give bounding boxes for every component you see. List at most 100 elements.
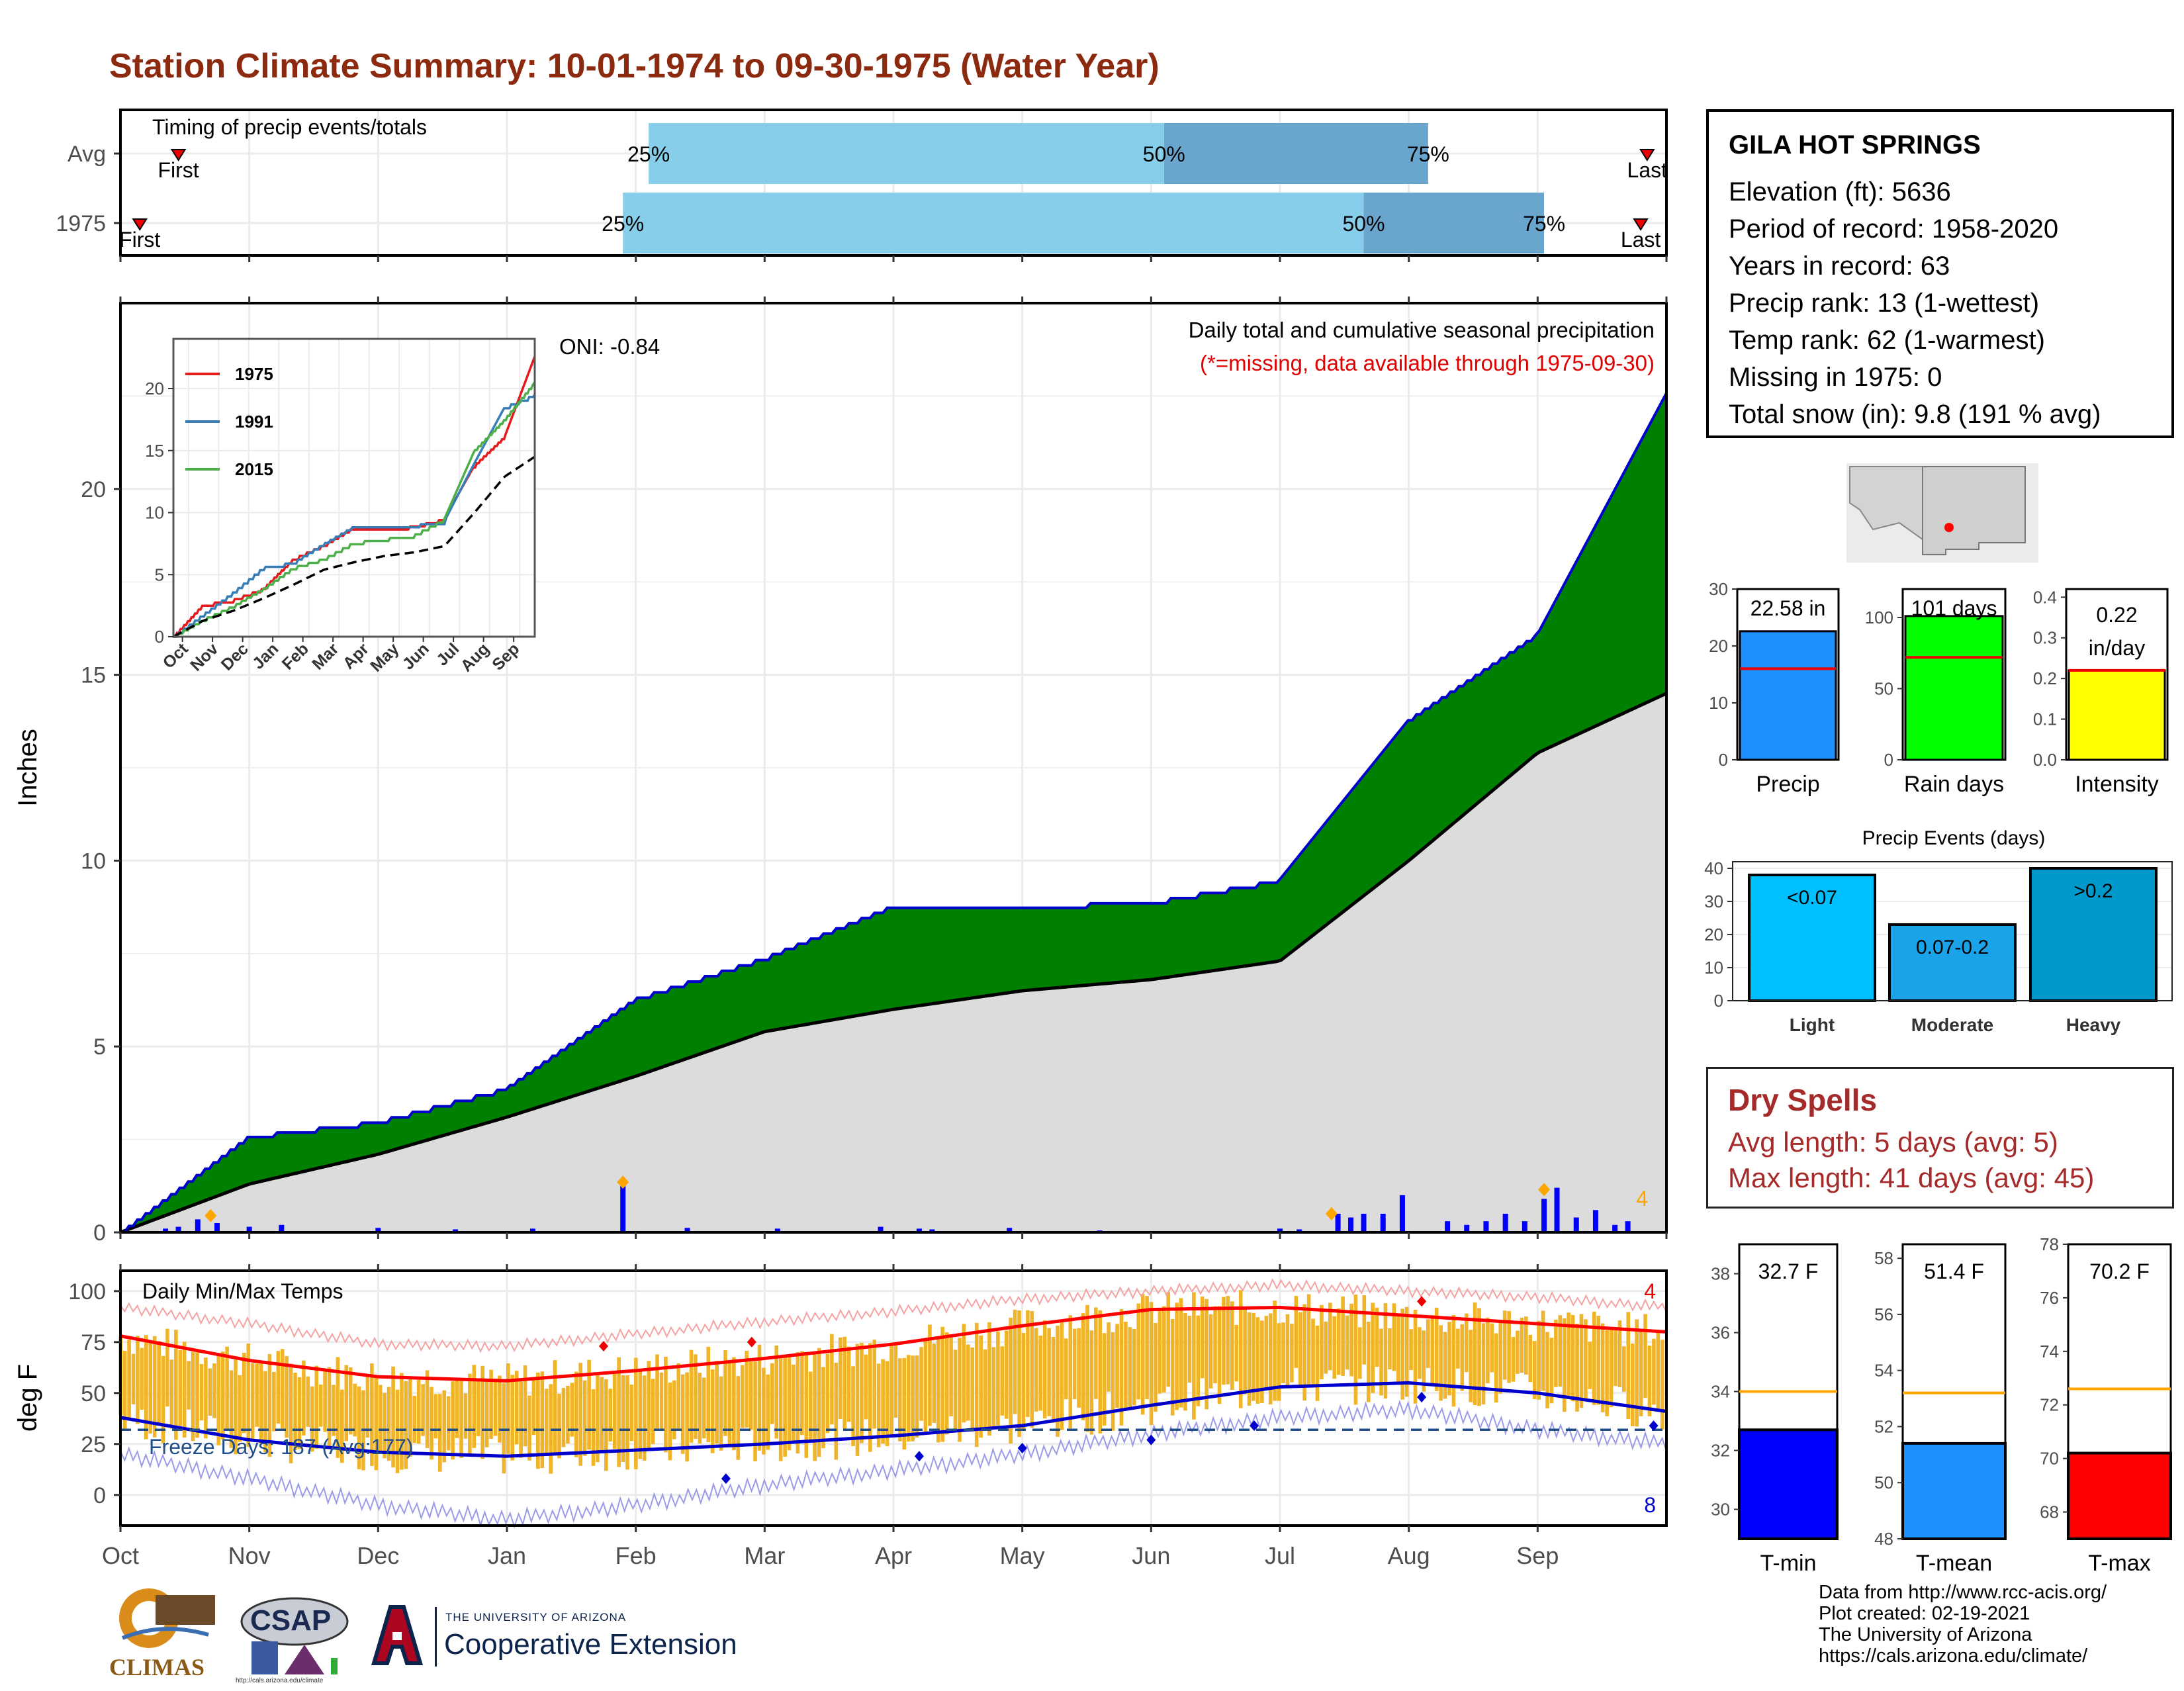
daily-temp-bar bbox=[430, 1387, 433, 1460]
record-high-marker-icon bbox=[599, 1340, 608, 1351]
daily-temp-bar bbox=[433, 1394, 438, 1439]
normal-max-line bbox=[120, 1306, 1667, 1383]
daily-temp-bar bbox=[510, 1375, 515, 1461]
daily-temp-bar bbox=[893, 1342, 898, 1418]
daily-temp-bar bbox=[958, 1338, 962, 1442]
daily-temp-bar bbox=[574, 1371, 578, 1457]
daily-temp-bar bbox=[881, 1359, 885, 1444]
daily-temp-bar bbox=[787, 1356, 792, 1451]
daily-temp-bar bbox=[1077, 1328, 1081, 1408]
daily-temp-bar bbox=[365, 1374, 370, 1438]
daily-temp-bar bbox=[157, 1341, 161, 1425]
inset-y-tick-label: 5 bbox=[155, 565, 164, 584]
daily-temp-bar bbox=[1584, 1319, 1588, 1398]
daily-temp-bar bbox=[1341, 1296, 1345, 1376]
daily-temp-bar bbox=[1255, 1317, 1260, 1404]
daily-temp-bar bbox=[1396, 1316, 1400, 1382]
daily-temp-bar bbox=[502, 1383, 506, 1474]
daily-temp-bar bbox=[770, 1363, 774, 1424]
daily-precip-bar bbox=[1625, 1221, 1631, 1232]
daily-temp-bar bbox=[591, 1389, 596, 1466]
daily-temp-bar bbox=[1473, 1302, 1477, 1405]
station-elevation: Elevation (ft): 5636 bbox=[1729, 177, 1951, 206]
daily-temp-bar bbox=[140, 1348, 144, 1410]
daily-temp-bar bbox=[745, 1350, 749, 1428]
daily-temp-bar bbox=[915, 1355, 919, 1438]
station-info-box: GILA HOT SPRINGS Elevation (ft): 5636 Pe… bbox=[1706, 109, 2174, 438]
daily-precip-bar bbox=[1483, 1221, 1489, 1232]
daily-temp-bar bbox=[1430, 1314, 1435, 1385]
daily-temp-bar bbox=[1320, 1304, 1324, 1380]
daily-temp-bar bbox=[710, 1369, 715, 1453]
daily-temp-bar bbox=[199, 1363, 204, 1421]
daily-temp-bar bbox=[165, 1328, 169, 1407]
daily-temp-bar bbox=[608, 1389, 613, 1441]
summary-y-tick-label: 0.4 bbox=[2033, 587, 2057, 607]
summary-y-tick-label: 30 bbox=[1709, 579, 1728, 599]
timing-bar-25-50 bbox=[649, 123, 1164, 184]
daily-temp-bar bbox=[753, 1361, 757, 1461]
daily-temp-bar bbox=[804, 1353, 809, 1458]
temp-summary-label: T-max bbox=[2088, 1551, 2150, 1576]
temp-summary-y-tick-label: 50 bbox=[1874, 1473, 1893, 1492]
daily-temp-bar bbox=[1145, 1296, 1149, 1400]
daily-temp-bar bbox=[578, 1363, 583, 1466]
daily-temp-bar bbox=[566, 1385, 570, 1444]
daily-temp-bar bbox=[1311, 1318, 1315, 1387]
daily-temp-bar bbox=[459, 1378, 463, 1458]
daily-temp-bar bbox=[1038, 1335, 1043, 1411]
last-marker-icon bbox=[1639, 149, 1655, 161]
daily-temp-bar bbox=[1469, 1330, 1473, 1402]
daily-temp-bar bbox=[332, 1385, 336, 1436]
daily-temp-bar bbox=[1502, 1310, 1507, 1380]
daily-temp-bar bbox=[463, 1393, 468, 1439]
timing-last-label: Last bbox=[1621, 228, 1661, 251]
daily-temp-bar bbox=[446, 1396, 451, 1451]
daily-temp-bar bbox=[225, 1346, 229, 1430]
daily-temp-bar bbox=[715, 1361, 719, 1444]
daily-temp-bar bbox=[923, 1341, 928, 1433]
month-tick-label: Aug bbox=[1388, 1542, 1430, 1569]
daily-temp-bar bbox=[778, 1355, 783, 1461]
daily-temp-bar bbox=[1085, 1304, 1089, 1432]
daily-temp-bar bbox=[1017, 1310, 1021, 1438]
temp-summary-y-tick-label: 30 bbox=[1711, 1500, 1730, 1520]
event-bar-label: 0.07-0.2 bbox=[1916, 937, 1989, 958]
temp-y-tick-label: 0 bbox=[93, 1483, 106, 1508]
daily-precip-bar bbox=[1522, 1221, 1527, 1232]
daily-temp-bar bbox=[263, 1371, 267, 1453]
ua-logo: THE UNIVERSITY OF ARIZONA Cooperative Ex… bbox=[361, 1600, 745, 1673]
temp-summary-value: 70.2 F bbox=[2089, 1259, 2150, 1283]
daily-temp-bar bbox=[310, 1386, 314, 1452]
daily-temp-bar bbox=[1643, 1314, 1647, 1398]
daily-temp-bar bbox=[600, 1377, 604, 1451]
daily-temp-bar bbox=[974, 1322, 979, 1447]
ua-a-icon bbox=[371, 1605, 424, 1665]
timing-bar-50-75 bbox=[1163, 123, 1428, 184]
daily-temp-bar bbox=[685, 1372, 689, 1462]
daily-temp-bar bbox=[1439, 1325, 1443, 1401]
daily-temp-bar bbox=[1226, 1296, 1230, 1385]
daily-temp-bar bbox=[122, 1351, 127, 1429]
daily-temp-bar bbox=[911, 1355, 915, 1441]
daily-temp-bar bbox=[1273, 1301, 1277, 1401]
daily-temp-bar bbox=[220, 1351, 225, 1440]
daily-temp-bar bbox=[391, 1366, 395, 1468]
daily-temp-bar bbox=[1328, 1303, 1332, 1371]
daily-temp-bar bbox=[582, 1380, 587, 1456]
daily-temp-bar bbox=[732, 1357, 736, 1451]
month-tick-label: Jan bbox=[488, 1542, 526, 1569]
daily-temp-bar bbox=[1021, 1332, 1026, 1430]
cumulative-surplus-area bbox=[120, 392, 1666, 1232]
precip-y-axis-label: Inches bbox=[13, 729, 42, 807]
station-years: Years in record: 63 bbox=[1729, 251, 1950, 281]
daily-temp-bar bbox=[280, 1349, 285, 1429]
station-location-marker-icon bbox=[1944, 523, 1954, 532]
month-tick-label: Apr bbox=[875, 1542, 912, 1569]
daily-precip-bar bbox=[878, 1226, 884, 1232]
daily-temp-bar bbox=[928, 1324, 932, 1426]
daily-precip-bar bbox=[1502, 1213, 1508, 1232]
temp-summary-y-tick-label: 70 bbox=[2040, 1449, 2059, 1469]
